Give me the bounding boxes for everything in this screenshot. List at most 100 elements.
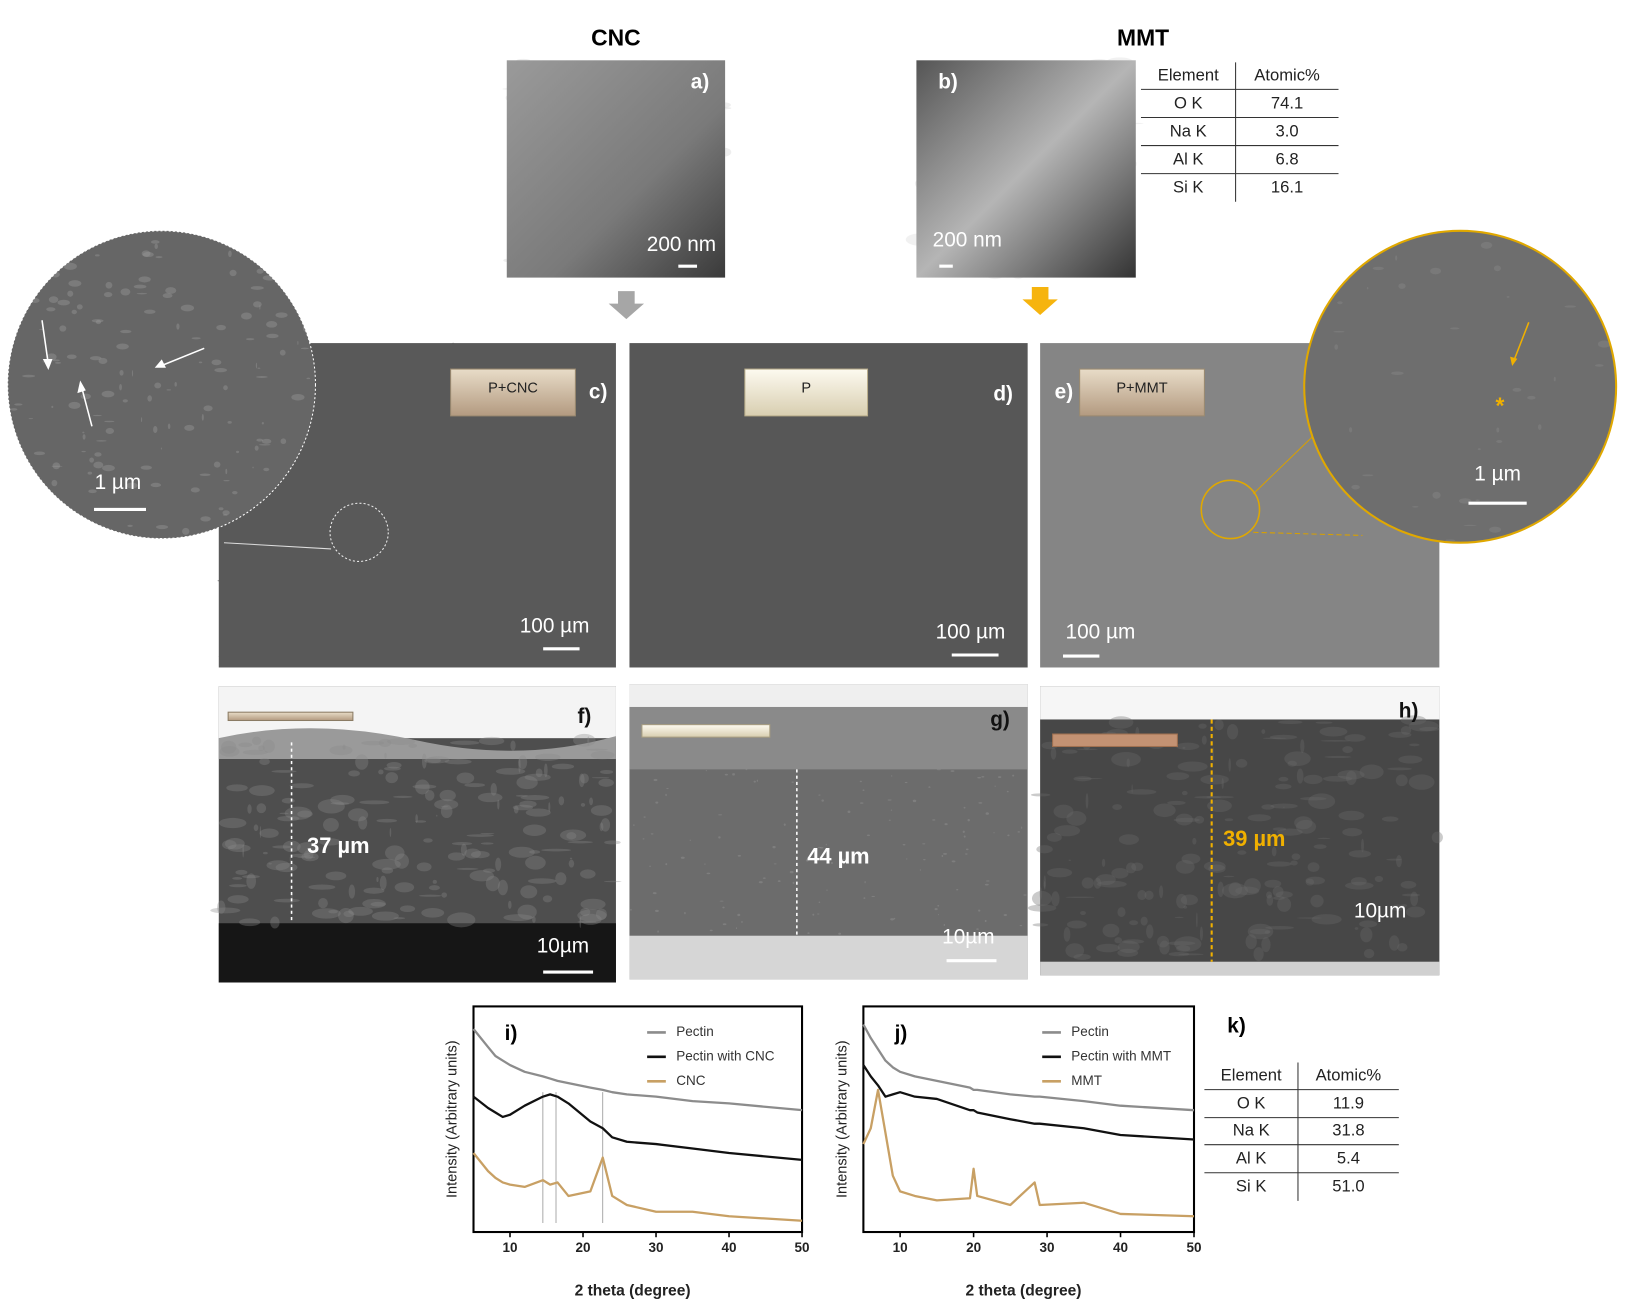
speck xyxy=(379,875,387,891)
speck xyxy=(220,740,237,754)
speck xyxy=(520,885,538,899)
speck xyxy=(477,792,503,803)
speck xyxy=(1043,881,1046,889)
speck xyxy=(460,843,467,856)
speck xyxy=(1344,734,1366,742)
speck xyxy=(1308,793,1336,809)
speck xyxy=(218,507,224,511)
speck xyxy=(51,465,63,467)
speck xyxy=(1291,853,1301,861)
speck xyxy=(1217,881,1224,898)
speck xyxy=(272,845,293,849)
speck xyxy=(745,768,748,771)
speck xyxy=(890,918,895,921)
speck xyxy=(1043,875,1047,890)
speck xyxy=(902,843,906,846)
speck xyxy=(262,275,277,281)
speck xyxy=(704,863,706,865)
speck xyxy=(308,331,312,336)
speck xyxy=(155,524,169,530)
speck xyxy=(944,823,948,826)
speck xyxy=(577,921,597,923)
speck xyxy=(51,405,54,409)
speck xyxy=(451,842,473,846)
connector xyxy=(1252,436,1313,495)
speck xyxy=(773,863,777,865)
speck xyxy=(370,901,386,907)
inset-border xyxy=(1303,229,1618,544)
speck xyxy=(66,354,77,360)
speck xyxy=(532,916,536,923)
speck xyxy=(937,904,940,907)
speck xyxy=(213,461,221,468)
speck xyxy=(371,911,399,921)
speck xyxy=(1061,749,1078,754)
speck xyxy=(58,236,65,244)
asterisk: * xyxy=(1496,393,1505,419)
speck xyxy=(1537,424,1542,430)
speck xyxy=(1272,896,1285,900)
speck xyxy=(318,897,328,909)
speck xyxy=(859,802,864,804)
speck xyxy=(830,861,834,864)
speck xyxy=(261,422,264,425)
speck xyxy=(426,756,450,764)
speck xyxy=(654,909,659,912)
sample-badge xyxy=(227,711,354,722)
speck xyxy=(302,325,312,333)
speck xyxy=(1310,894,1324,908)
speck xyxy=(527,878,557,884)
x-tick-label: 30 xyxy=(1040,1240,1055,1255)
scale-label: 10µm xyxy=(942,925,994,948)
speck xyxy=(325,871,347,881)
table-header: Element xyxy=(1221,1065,1282,1084)
x-tick-label: 40 xyxy=(722,1240,737,1255)
speck xyxy=(22,374,36,378)
speck xyxy=(1129,920,1139,926)
speck xyxy=(478,736,505,746)
speck xyxy=(120,329,132,334)
scale-label: 100 µm xyxy=(520,614,590,637)
speck xyxy=(503,914,533,921)
speck xyxy=(232,877,243,880)
speck xyxy=(941,855,944,858)
speck xyxy=(235,869,248,875)
speck xyxy=(277,815,300,822)
speck xyxy=(1506,295,1510,298)
speck xyxy=(1065,896,1095,898)
speck xyxy=(1290,860,1298,866)
speck xyxy=(376,818,397,823)
speck xyxy=(101,390,115,398)
speck xyxy=(1381,816,1399,822)
speck xyxy=(1445,539,1456,542)
speck xyxy=(361,740,385,746)
speck xyxy=(1265,925,1294,930)
speck xyxy=(1159,885,1164,899)
speck xyxy=(1221,777,1224,789)
speck xyxy=(580,802,586,807)
speck xyxy=(98,357,108,365)
speck xyxy=(1463,524,1477,526)
speck xyxy=(965,848,969,851)
speck xyxy=(252,466,254,469)
speck xyxy=(229,884,247,888)
speck xyxy=(444,759,472,765)
sem-image xyxy=(506,60,726,278)
speck xyxy=(262,851,268,855)
speck xyxy=(69,522,82,530)
speck xyxy=(753,780,756,783)
panel-label: a) xyxy=(691,71,709,94)
panel-label: d) xyxy=(993,383,1013,406)
speck xyxy=(311,908,341,919)
speck xyxy=(1412,506,1419,508)
speck xyxy=(51,479,58,487)
speck xyxy=(1192,837,1197,845)
speck xyxy=(297,856,316,859)
speck xyxy=(603,880,622,883)
speck xyxy=(424,789,435,801)
speck xyxy=(94,452,102,457)
speck xyxy=(1395,774,1408,787)
speck xyxy=(1405,906,1426,918)
speck xyxy=(1489,526,1502,533)
